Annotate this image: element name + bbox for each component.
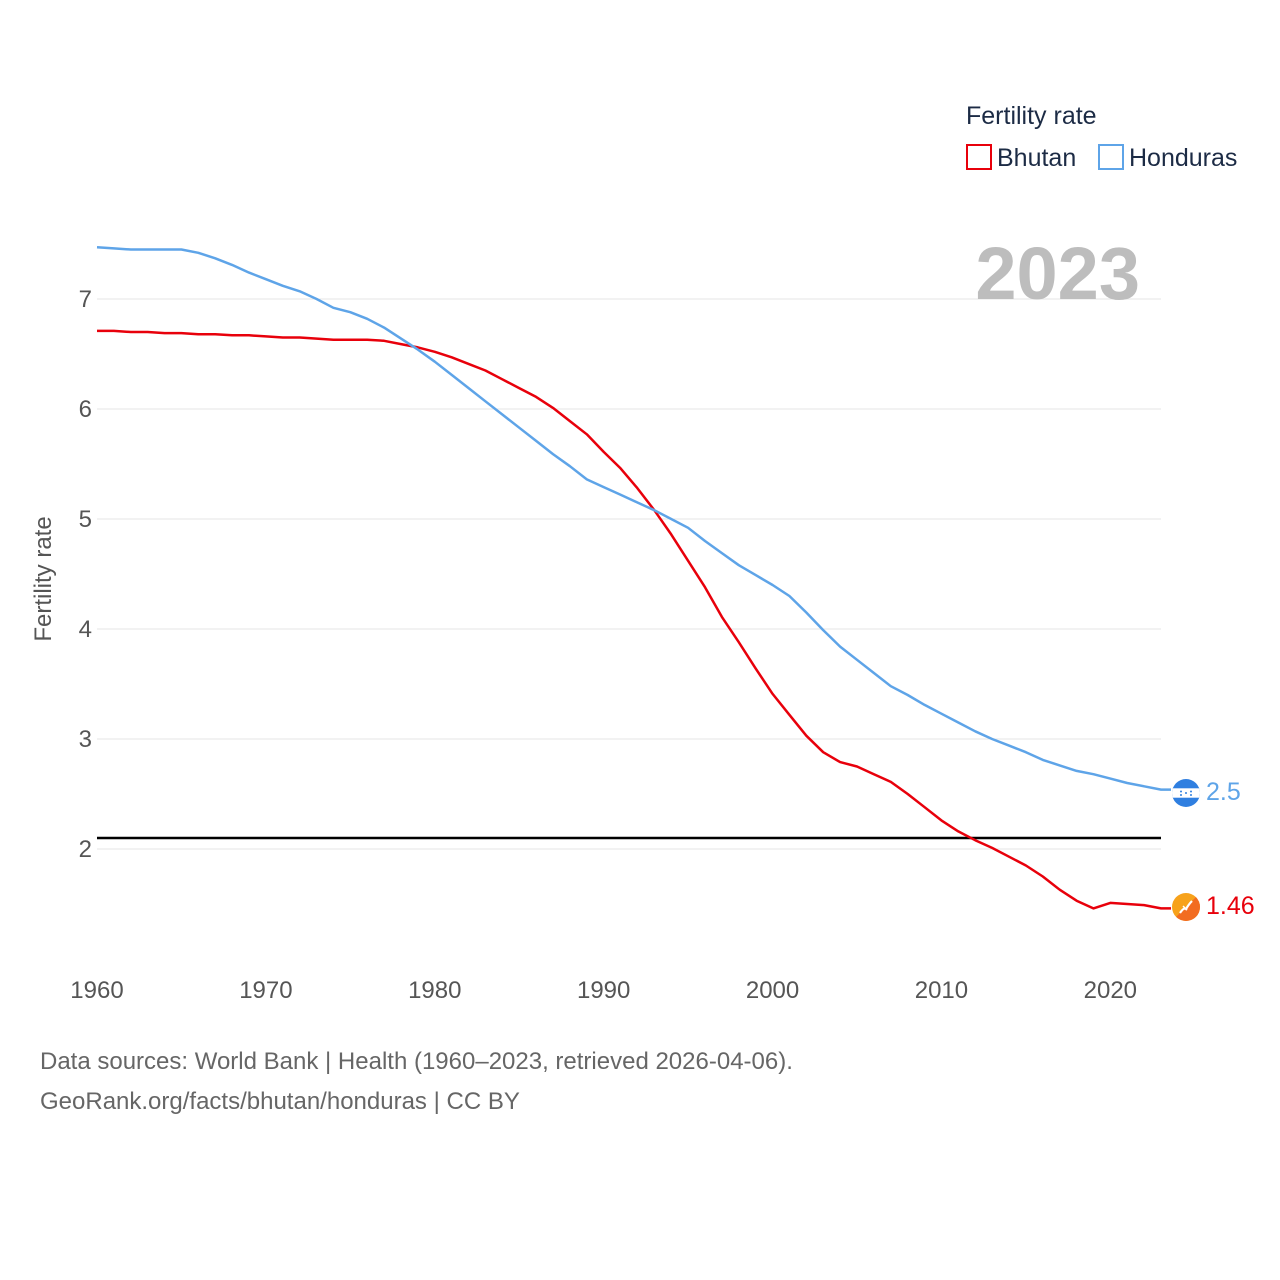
x-axis-ticks: 1960 1970 1980 1990 2000 2010 2020 xyxy=(70,977,1137,1004)
end-value-label-bhutan: 1.46 xyxy=(1206,892,1255,920)
fertility-rate-chart: 2023 2 3 4 5 6 7 1960 1970 1980 1990 2000 2010 2020… xyxy=(30,102,1255,1004)
legend-item-honduras[interactable]: Honduras xyxy=(1098,144,1237,172)
series-line-honduras xyxy=(96,246,1171,791)
footer: Data sources: World Bank | Health (1960–… xyxy=(40,1042,793,1122)
end-label-group-honduras: 2.5 xyxy=(1172,778,1241,807)
y-tick-label: 3 xyxy=(79,726,92,753)
y-tick-label: 6 xyxy=(79,396,92,423)
legend-label-bhutan: Bhutan xyxy=(997,144,1076,172)
legend-label-honduras: Honduras xyxy=(1129,144,1237,172)
x-tick-label: 1970 xyxy=(239,977,292,1004)
x-tick-label: 2020 xyxy=(1084,977,1137,1004)
y-tick-label: 5 xyxy=(79,506,92,533)
series-line-bhutan xyxy=(97,329,1171,910)
series-lines xyxy=(96,246,1171,910)
x-tick-label: 1980 xyxy=(408,977,461,1004)
y-tick-label: 4 xyxy=(79,616,92,643)
data-sources-text: Data sources: World Bank | Health (1960–… xyxy=(40,1048,793,1075)
year-label: 2023 xyxy=(975,232,1140,315)
bhutan-flag-icon xyxy=(1172,893,1200,921)
legend-swatch-bhutan xyxy=(966,144,992,170)
end-value-label-honduras: 2.5 xyxy=(1206,778,1241,806)
end-label-group-bhutan: 1.46 xyxy=(1172,892,1255,921)
legend-item-bhutan[interactable]: Bhutan xyxy=(966,144,1076,172)
x-tick-label: 1960 xyxy=(70,977,123,1004)
x-tick-label: 2000 xyxy=(746,977,799,1004)
y-axis-ticks: 2 3 4 5 6 7 xyxy=(79,286,92,863)
honduras-flag-icon xyxy=(1172,779,1200,807)
legend-swatch-honduras xyxy=(1098,144,1124,170)
y-axis-title: Fertility rate xyxy=(30,516,57,641)
source-url-text[interactable]: GeoRank.org/facts/bhutan/honduras | CC B… xyxy=(40,1088,520,1115)
y-tick-label: 2 xyxy=(79,836,92,863)
legend: Fertility rate Bhutan Honduras xyxy=(966,102,1237,172)
x-tick-label: 1990 xyxy=(577,977,630,1004)
x-tick-label: 2010 xyxy=(915,977,968,1004)
grid-lines xyxy=(97,298,1161,850)
legend-title: Fertility rate xyxy=(966,102,1097,130)
y-tick-label: 7 xyxy=(79,286,92,313)
